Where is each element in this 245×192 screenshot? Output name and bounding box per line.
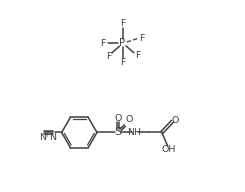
Text: O: O <box>114 114 121 123</box>
Text: P: P <box>120 38 126 48</box>
Text: O: O <box>172 116 179 125</box>
Text: +: + <box>43 132 49 138</box>
Text: F: F <box>120 20 125 28</box>
Text: N: N <box>39 133 46 142</box>
Text: F: F <box>106 51 111 60</box>
Text: F: F <box>120 58 125 67</box>
Text: S: S <box>114 127 121 137</box>
Text: F: F <box>135 51 140 60</box>
Text: OH: OH <box>161 145 176 154</box>
Text: N: N <box>49 133 56 142</box>
Text: O: O <box>125 115 133 123</box>
Text: F: F <box>139 34 144 43</box>
Text: F: F <box>101 39 106 48</box>
Text: NH: NH <box>127 128 141 137</box>
